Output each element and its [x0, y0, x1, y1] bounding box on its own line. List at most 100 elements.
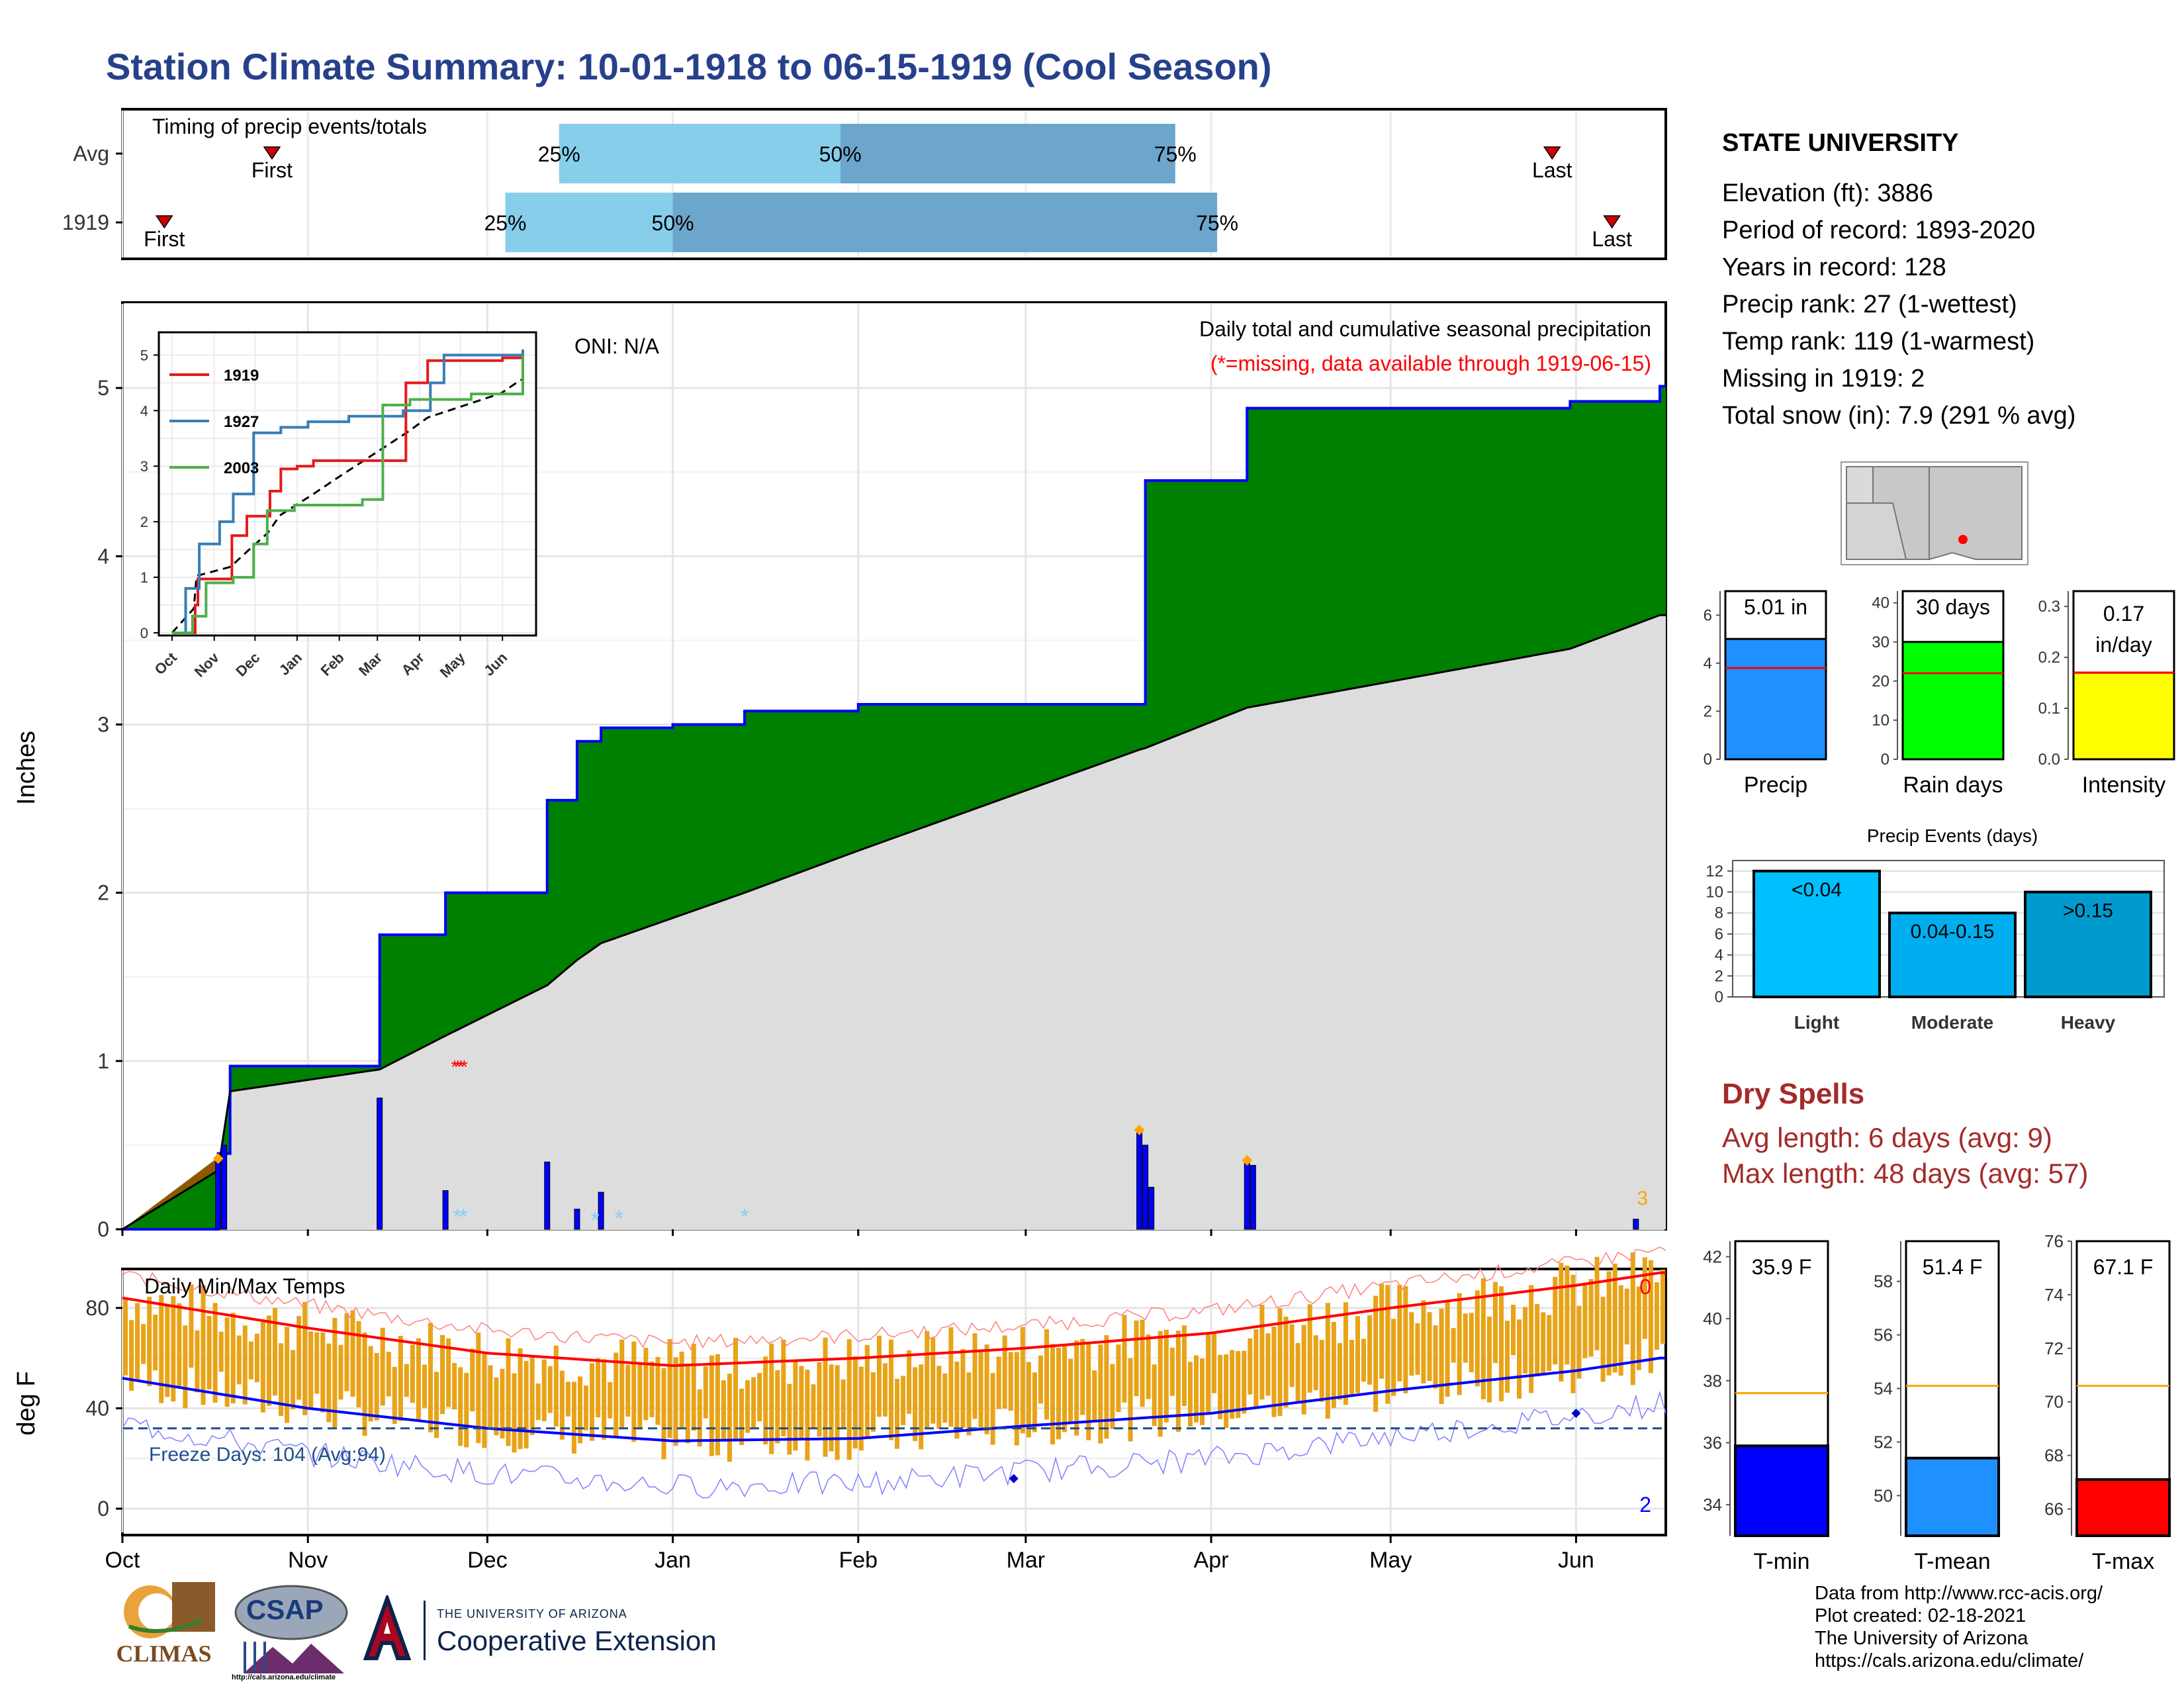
daily-temp-bar: [715, 1354, 720, 1456]
daily-precip-bar: [1633, 1219, 1639, 1230]
timing-bar-50-75: [840, 124, 1175, 183]
daily-temp-bar: [1337, 1342, 1342, 1400]
daily-temp-bar: [948, 1327, 954, 1427]
daily-temp-bar: [147, 1297, 152, 1386]
daily-temp-bar: [739, 1388, 745, 1445]
daily-temp-bar: [1283, 1316, 1289, 1408]
daily-temp-bar: [745, 1380, 751, 1433]
daily-temp-bar: [332, 1317, 338, 1428]
daily-temp-bar: [583, 1385, 589, 1430]
timing-pct-label: 75%: [1196, 211, 1238, 235]
temp-summary-ytick-label: 70: [2044, 1392, 2064, 1412]
daily-temp-bar: [667, 1339, 672, 1438]
daily-precip-bar: [377, 1098, 383, 1230]
daily-temp-bar: [1415, 1323, 1420, 1375]
daily-temp-bar: [1510, 1304, 1516, 1356]
station-precip-rank: Precip rank: 27 (1-wettest): [1722, 291, 2017, 318]
events-ytick-label: 4: [1715, 947, 1723, 964]
precip-ytick-label: 0: [97, 1217, 109, 1241]
normal-precip-area: [122, 615, 1666, 1229]
daily-temp-bar: [362, 1333, 367, 1436]
temp-summary-ytick-label: 74: [2044, 1285, 2064, 1305]
daily-temp-bar: [631, 1341, 637, 1442]
daily-temp-bar: [1289, 1324, 1295, 1387]
precip-ytick-label: 1: [97, 1049, 109, 1073]
daily-temp-bar: [978, 1349, 983, 1429]
daily-temp-bar: [242, 1325, 248, 1405]
timing-last-marker: [1543, 146, 1561, 160]
daily-temp-bar: [410, 1344, 415, 1403]
daily-temp-bar: [1301, 1325, 1306, 1415]
daily-temp-bar: [1541, 1312, 1546, 1375]
daily-precip-bar: [598, 1192, 604, 1230]
daily-temp-bar: [835, 1365, 840, 1460]
locator-map: [1841, 461, 2028, 565]
daily-temp-bar: [972, 1333, 978, 1419]
avg-min-temp-line: [122, 1356, 1666, 1442]
daily-temp-bar: [1152, 1364, 1157, 1427]
daily-temp-bar: [1253, 1329, 1259, 1407]
timing-bar-50-75: [672, 193, 1218, 252]
daily-temp-bar: [285, 1327, 290, 1423]
precip-ytick-label: 5: [97, 376, 109, 400]
summary-bar-label: Intensity: [2082, 773, 2166, 798]
daily-temp-bar: [1056, 1347, 1062, 1440]
daily-temp-bar: [888, 1339, 893, 1440]
temp-summary-ytick-label: 56: [1874, 1325, 1893, 1345]
daily-temp-bar: [1576, 1305, 1582, 1379]
inset-line-1927: [172, 350, 524, 634]
temp-summary-ytick-label: 40: [1703, 1309, 1722, 1329]
daily-temp-bar: [901, 1376, 906, 1425]
station-years: Years in record: 128: [1722, 254, 1946, 281]
daily-temp-bar: [1032, 1372, 1037, 1432]
daily-temp-bar: [338, 1344, 343, 1400]
events-bar-label: >0.15: [2063, 900, 2113, 922]
daily-temp-bar: [541, 1359, 547, 1422]
summary-bar-intensity: 0.0 0.1 0.2 0.3 0.17 in/day Intensity: [2038, 590, 2175, 798]
daily-temp-bar: [625, 1364, 631, 1417]
daily-temp-bar: [1092, 1370, 1097, 1423]
daily-temp-bar: [523, 1360, 529, 1449]
daily-temp-bar: [1146, 1334, 1151, 1399]
daily-temp-bar: [829, 1364, 834, 1452]
daily-temp-bar: [1187, 1362, 1193, 1427]
daily-temp-bar: [1606, 1271, 1612, 1376]
timing-first-label: First: [251, 158, 293, 182]
daily-temp-bar: [1457, 1293, 1462, 1395]
daily-temp-bar: [1175, 1331, 1181, 1432]
daily-temp-bar: [1343, 1302, 1348, 1405]
summary-bar-ytick-label: 30: [1872, 633, 1889, 651]
snow-marker: *: [615, 1206, 623, 1231]
max-event-marker: [1134, 1125, 1145, 1136]
daily-temp-bar: [308, 1331, 314, 1409]
daily-temp-bar: [602, 1359, 607, 1440]
record-min-line: [122, 1391, 1666, 1499]
climas-logo: CLIMAS: [109, 1579, 218, 1678]
daily-temp-bar: [123, 1298, 128, 1376]
station-name: STATE UNIVERSITY: [1722, 129, 1959, 157]
daily-temp-bar: [1128, 1358, 1133, 1442]
daily-temp-bar: [1140, 1319, 1145, 1407]
temp-summary-ytick-label: 34: [1703, 1495, 1722, 1515]
temp-summary-ytick-label: 76: [2044, 1231, 2064, 1251]
summary-bar-unit: in/day: [2095, 633, 2152, 657]
xtick-label-oct: Oct: [105, 1548, 140, 1573]
daily-temp-bar: [1379, 1284, 1385, 1379]
summary-bar-ytick-label: 2: [1704, 702, 1712, 720]
timing-first-label: First: [144, 227, 185, 251]
daily-temp-bar: [793, 1361, 798, 1451]
daily-temp-bar: [1648, 1260, 1653, 1374]
daily-temp-bar: [1313, 1335, 1318, 1391]
timing-panel: Avg 25% 50% 75% First Last 1919 25% 50% 75% First L…: [62, 108, 1667, 260]
credit-data-source: Data from http://www.rcc-acis.org/: [1815, 1583, 2103, 1604]
daily-temp-bar: [1163, 1329, 1169, 1423]
daily-temp-bar: [1529, 1285, 1534, 1393]
record-max-line: [122, 1246, 1666, 1351]
temp-summary-ytick-label: 66: [2044, 1499, 2064, 1519]
station-info-panel: STATE UNIVERSITY Elevation (ft): 3886 Pe…: [1701, 109, 2184, 477]
daily-temp-bar: [1517, 1319, 1522, 1399]
daily-temp-bar: [320, 1332, 326, 1413]
daily-temp-bar: [1199, 1358, 1205, 1425]
temp-summary-value: 67.1 F: [2093, 1255, 2154, 1279]
